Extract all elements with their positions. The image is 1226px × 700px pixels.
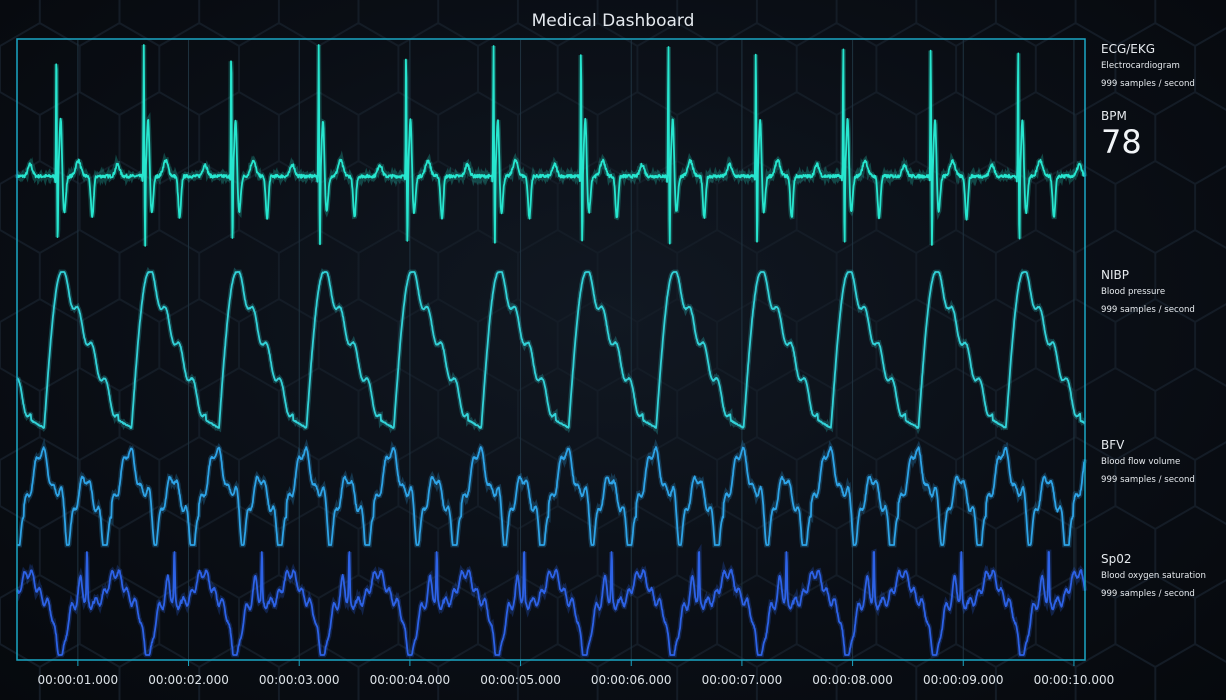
- channel-name: Sp02: [1101, 552, 1132, 566]
- channel-panel-bfv: BFV Blood flow volume 999 samples / seco…: [1101, 438, 1195, 486]
- bpm-label: BPM: [1101, 109, 1127, 123]
- x-tick-label: 00:00:02.000: [148, 673, 229, 687]
- grid-lines: [77, 40, 1075, 660]
- x-tick-label: 00:00:09.000: [923, 673, 1004, 687]
- page-title: Medical Dashboard: [531, 11, 695, 31]
- series-glow-ecg: [14, 44, 1088, 246]
- channel-panel-nibp: NIBP Blood pressure 999 samples / second: [1101, 268, 1195, 316]
- chart-frame: [16, 38, 1086, 661]
- x-tick-label: 00:00:04.000: [370, 673, 451, 687]
- series-line-nibp: [16, 271, 1086, 429]
- series-line-bfv: [16, 446, 1086, 546]
- x-axis: 00:00:01.000 00:00:02.000 00:00:03.000 00:0…: [38, 660, 1115, 687]
- x-tick-label: 00:00:05.000: [480, 673, 561, 687]
- channel-name: NIBP: [1101, 268, 1129, 282]
- channel-name: BFV: [1101, 438, 1125, 452]
- channel-description: Blood oxygen saturation: [1101, 571, 1206, 581]
- bpm-value: 78: [1101, 123, 1142, 161]
- channel-description: Electrocardiogram: [1101, 61, 1180, 71]
- channel-description: Blood flow volume: [1101, 457, 1181, 467]
- channel-panel-ecg: ECG/EKG Electrocardiogram 999 samples / …: [1101, 42, 1195, 90]
- channel-name: ECG/EKG: [1101, 42, 1156, 56]
- x-tick-label: 00:00:07.000: [702, 673, 783, 687]
- x-tick-label: 00:00:06.000: [591, 673, 672, 687]
- x-tick-label: 00:00:03.000: [259, 673, 340, 687]
- x-tick-label: 00:00:08.000: [812, 673, 893, 687]
- series-line-spo2: [16, 551, 1086, 656]
- channel-rate: 999 samples / second: [1101, 79, 1195, 89]
- channel-panel-spo2: Sp02 Blood oxygen saturation 999 samples…: [1101, 552, 1206, 600]
- x-tick-label: 00:00:10.000: [1034, 673, 1115, 687]
- channel-rate: 999 samples / second: [1101, 475, 1195, 485]
- channel-description: Blood pressure: [1101, 287, 1166, 297]
- waveforms: [14, 44, 1088, 658]
- x-tick-label: 00:00:01.000: [38, 673, 119, 687]
- channel-rate: 999 samples / second: [1101, 589, 1195, 599]
- series-line-ecg: [16, 44, 1086, 247]
- channel-rate: 999 samples / second: [1101, 305, 1195, 315]
